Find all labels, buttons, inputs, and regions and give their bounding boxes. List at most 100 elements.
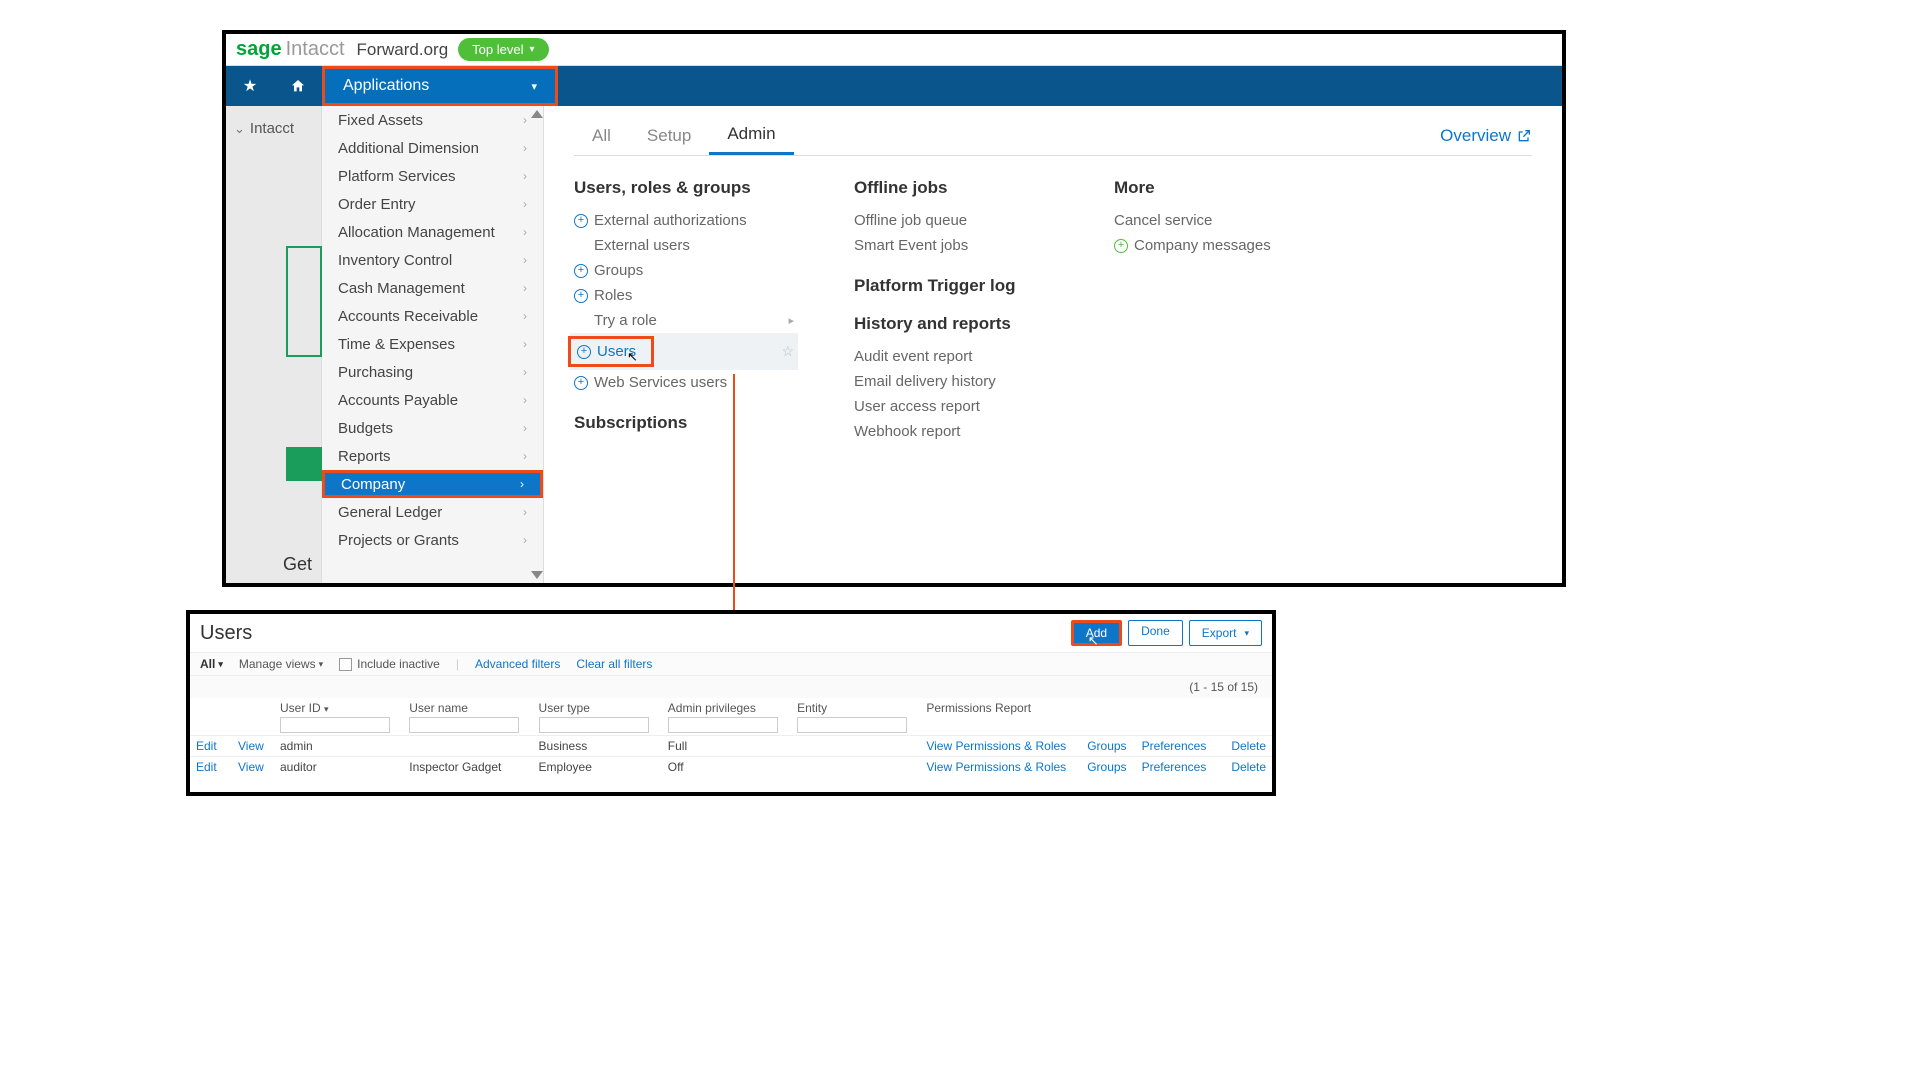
include-inactive-check[interactable]: Include inactive	[339, 657, 440, 671]
cell-admin-priv: Full	[662, 736, 791, 757]
app-item-general-ledger[interactable]: General Ledger›	[322, 498, 543, 526]
app-item-inventory-control[interactable]: Inventory Control›	[322, 246, 543, 274]
filter-input-entity[interactable]	[797, 717, 907, 733]
cell-user-type: Business	[533, 736, 662, 757]
app-item-platform-services[interactable]: Platform Services›	[322, 162, 543, 190]
app-item-additional-dimension[interactable]: Additional Dimension›	[322, 134, 543, 162]
bg-decoration	[286, 246, 322, 357]
app-item-cash-management[interactable]: Cash Management›	[322, 274, 543, 302]
add-button[interactable]: Add ↖	[1071, 620, 1122, 646]
app-item-reports[interactable]: Reports›	[322, 442, 543, 470]
done-button[interactable]: Done	[1128, 620, 1183, 646]
link-label: Smart Event jobs	[854, 237, 968, 254]
filter-input-user-name[interactable]	[409, 717, 519, 733]
view-perms-link[interactable]: View Permissions & Roles	[920, 757, 1081, 778]
chevron-right-icon: ›	[523, 309, 527, 323]
col-preferences	[1136, 698, 1217, 736]
link-groups[interactable]: + Groups	[574, 258, 794, 283]
edit-link[interactable]: Edit	[190, 736, 232, 757]
link-web-services-users[interactable]: +Web Services users	[574, 370, 794, 395]
col-delete	[1217, 698, 1272, 736]
cell-user-name	[403, 736, 532, 757]
section-heading: Platform Trigger log	[854, 276, 1054, 296]
link-user-access-report[interactable]: User access report	[854, 394, 1054, 419]
app-item-order-entry[interactable]: Order Entry›	[322, 190, 543, 218]
app-item-projects-grants[interactable]: Projects or Grants›	[322, 526, 543, 554]
scroll-down-icon[interactable]	[531, 571, 543, 579]
col-label: User type	[539, 701, 656, 715]
users-table: User ID ▾ User name User type Admin priv…	[190, 698, 1272, 777]
delete-link[interactable]: Delete	[1217, 736, 1272, 757]
filter-input-admin-priv[interactable]	[668, 717, 778, 733]
link-cancel-service[interactable]: Cancel service	[1114, 208, 1314, 233]
tab-all[interactable]: All	[574, 118, 629, 154]
app-item-allocation-management[interactable]: Allocation Management›	[322, 218, 543, 246]
preferences-link[interactable]: Preferences	[1136, 736, 1217, 757]
tab-admin[interactable]: Admin	[709, 116, 793, 155]
cell-user-type: Employee	[533, 757, 662, 778]
plus-icon: +	[574, 376, 588, 390]
col-view	[232, 698, 274, 736]
filter-input-user-type[interactable]	[539, 717, 649, 733]
applications-dropdown[interactable]: Applications ▾	[322, 66, 558, 106]
link-offline-job-queue[interactable]: Offline job queue	[854, 208, 1054, 233]
home-button[interactable]	[274, 66, 322, 106]
link-roles[interactable]: +Roles	[574, 283, 794, 308]
favorites-button[interactable]: ★	[226, 66, 274, 106]
export-label: Export	[1202, 626, 1237, 640]
plus-icon: +	[574, 264, 588, 278]
link-users[interactable]: + Users ↖	[568, 336, 654, 367]
filter-all[interactable]: All▾	[200, 657, 223, 671]
sort-icon[interactable]: ▾	[324, 704, 329, 714]
bg-intacct-label: Intacct	[250, 120, 294, 137]
link-label: Webhook report	[854, 423, 960, 440]
users-header: Users Add ↖ Done Export ▾	[190, 614, 1272, 652]
chevron-right-icon: ›	[523, 421, 527, 435]
export-button[interactable]: Export ▾	[1189, 620, 1262, 646]
favorite-star-icon[interactable]: ☆	[781, 343, 794, 360]
overview-label: Overview	[1440, 126, 1511, 146]
app-item-accounts-receivable[interactable]: Accounts Receivable›	[322, 302, 543, 330]
app-item-time-expenses[interactable]: Time & Expenses›	[322, 330, 543, 358]
filter-input-user-id[interactable]	[280, 717, 390, 733]
groups-link[interactable]: Groups	[1081, 757, 1135, 778]
link-external-authorizations[interactable]: +External authorizations	[574, 208, 794, 233]
link-label: User access report	[854, 398, 980, 415]
advanced-filters-link[interactable]: Advanced filters	[475, 657, 560, 671]
link-webhook-report[interactable]: Webhook report	[854, 419, 1054, 444]
col-groups	[1081, 698, 1135, 736]
link-label: Groups	[594, 262, 643, 279]
link-smart-event-jobs[interactable]: Smart Event jobs	[854, 233, 1054, 258]
edit-link[interactable]: Edit	[190, 757, 232, 778]
link-company-messages[interactable]: +Company messages	[1114, 233, 1314, 258]
top-level-selector[interactable]: Top level ▾	[458, 38, 548, 61]
app-item-label: Inventory Control	[338, 252, 452, 269]
col-label: Entity	[797, 701, 914, 715]
clear-filters-link[interactable]: Clear all filters	[576, 657, 652, 671]
scroll-up-icon[interactable]	[531, 110, 543, 118]
manage-views[interactable]: Manage views▾	[239, 657, 323, 671]
logo-intacct: Intacct	[286, 38, 345, 61]
app-item-fixed-assets[interactable]: Fixed Assets›	[322, 106, 543, 134]
delete-link[interactable]: Delete	[1217, 757, 1272, 778]
app-item-accounts-payable[interactable]: Accounts Payable›	[322, 386, 543, 414]
tab-setup[interactable]: Setup	[629, 118, 709, 154]
cell-user-id: admin	[274, 736, 403, 757]
link-audit-event-report[interactable]: Audit event report	[854, 344, 1054, 369]
preferences-link[interactable]: Preferences	[1136, 757, 1217, 778]
app-item-company[interactable]: Company›	[322, 470, 543, 498]
app-item-budgets[interactable]: Budgets›	[322, 414, 543, 442]
groups-link[interactable]: Groups	[1081, 736, 1135, 757]
chevron-right-icon: ›	[523, 533, 527, 547]
view-link[interactable]: View	[232, 736, 274, 757]
link-email-delivery-history[interactable]: Email delivery history	[854, 369, 1054, 394]
app-item-purchasing[interactable]: Purchasing›	[322, 358, 543, 386]
overview-link[interactable]: Overview	[1440, 126, 1532, 146]
link-try-a-role[interactable]: Try a role▸	[574, 308, 794, 333]
application-menu: Fixed Assets› Additional Dimension› Plat…	[322, 106, 544, 583]
col-label: Permissions Report	[926, 701, 1075, 715]
view-perms-link[interactable]: View Permissions & Roles	[920, 736, 1081, 757]
link-external-users[interactable]: External users	[574, 233, 794, 258]
link-label: Company messages	[1134, 237, 1271, 254]
view-link[interactable]: View	[232, 757, 274, 778]
